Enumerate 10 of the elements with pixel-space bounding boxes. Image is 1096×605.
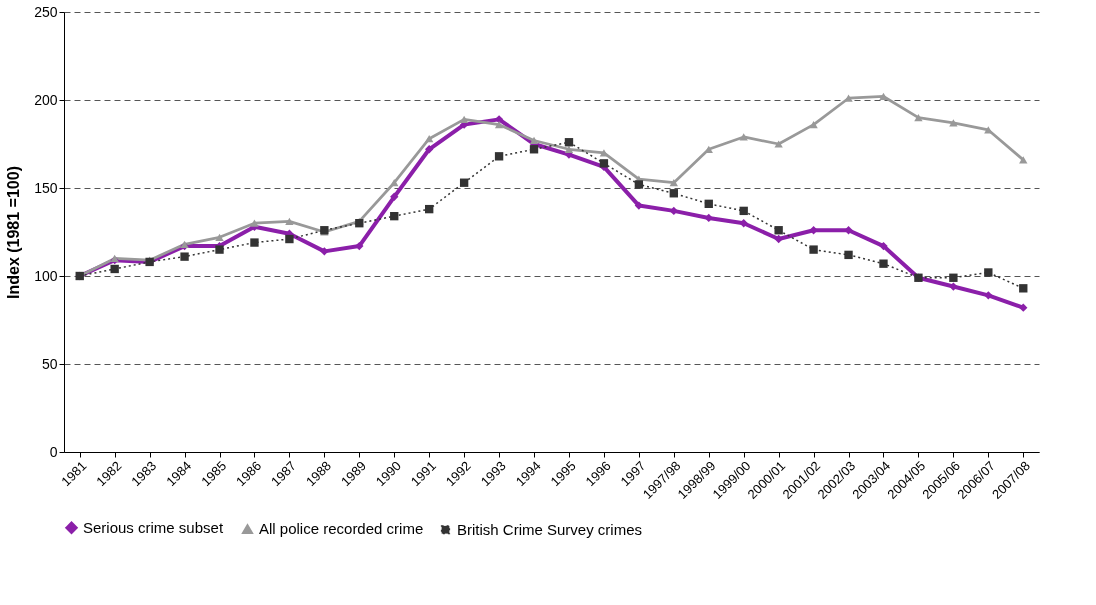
- legend-label: British Crime Survey crimes: [457, 520, 643, 538]
- y-tick-label: 150: [34, 179, 58, 196]
- legend-label: All police recorded crime: [259, 520, 424, 538]
- y-tick-label: 250: [34, 3, 58, 20]
- y-tick-label: 100: [34, 267, 58, 284]
- y-tick-label: 200: [34, 91, 58, 108]
- y-tick-label: 0: [49, 443, 58, 460]
- legend-label: Serious crime subset: [83, 518, 224, 536]
- y-tick-label: 50: [41, 355, 58, 372]
- y-axis-title: Index (1981 =100): [5, 166, 23, 299]
